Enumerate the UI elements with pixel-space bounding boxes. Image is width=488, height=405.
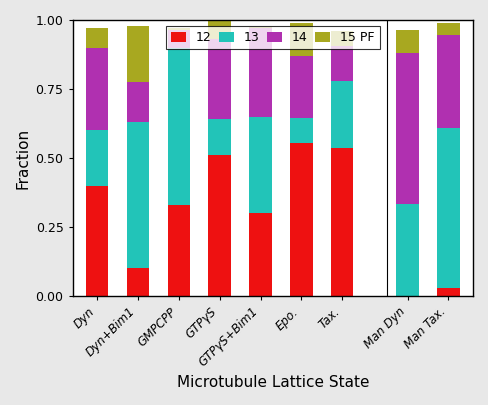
Bar	[437, 288, 460, 296]
Bar	[86, 48, 108, 130]
Bar	[127, 26, 149, 82]
Bar	[290, 56, 313, 118]
X-axis label: Microtubule Lattice State: Microtubule Lattice State	[177, 375, 369, 390]
Bar	[249, 28, 272, 117]
Bar	[167, 30, 190, 48]
Bar	[249, 213, 272, 296]
Bar	[437, 128, 460, 288]
Bar	[290, 23, 313, 56]
Bar	[396, 30, 419, 53]
Bar	[396, 53, 419, 204]
Bar	[167, 48, 190, 205]
Bar	[86, 130, 108, 185]
Bar	[208, 21, 231, 39]
Bar	[167, 28, 190, 30]
Bar	[127, 82, 149, 122]
Bar	[331, 31, 353, 46]
Bar	[290, 143, 313, 296]
Bar	[331, 46, 353, 81]
Bar	[331, 148, 353, 296]
Bar	[86, 28, 108, 48]
Bar	[208, 39, 231, 119]
Bar	[437, 35, 460, 128]
Bar	[127, 122, 149, 269]
Bar	[208, 119, 231, 155]
Bar	[249, 117, 272, 213]
Legend: 12, 13, 14, 15 PF: 12, 13, 14, 15 PF	[165, 26, 380, 49]
Bar	[331, 81, 353, 148]
Bar	[396, 204, 419, 296]
Bar	[249, 27, 272, 28]
Bar	[127, 269, 149, 296]
Bar	[290, 118, 313, 143]
Y-axis label: Fraction: Fraction	[15, 128, 30, 189]
Bar	[167, 205, 190, 296]
Bar	[86, 185, 108, 296]
Bar	[437, 23, 460, 35]
Bar	[208, 155, 231, 296]
